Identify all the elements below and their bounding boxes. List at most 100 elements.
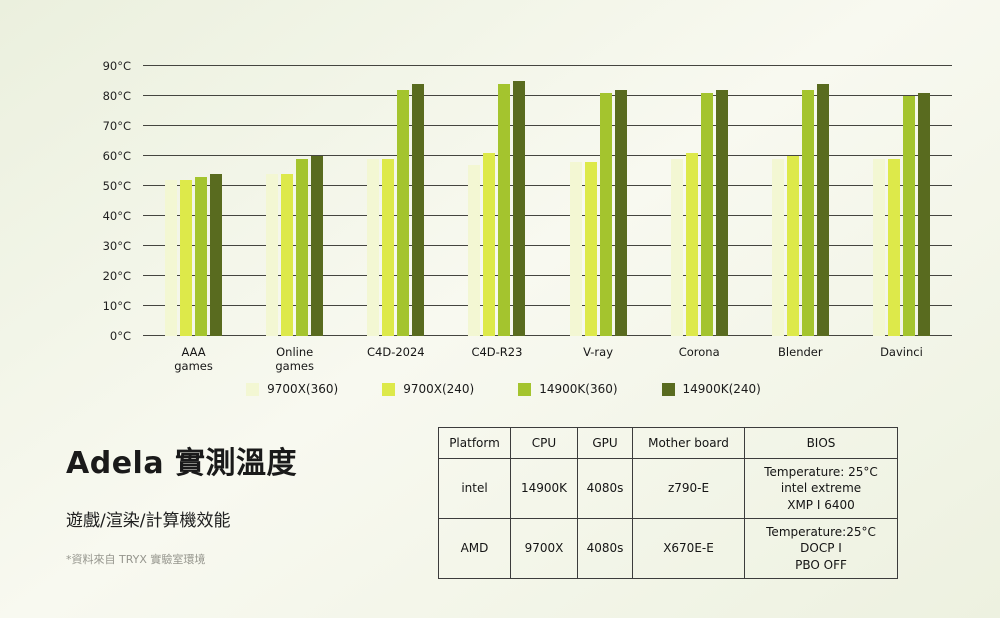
bar-group: Blender [750, 66, 851, 359]
temperature-chart: 0°C 10°C 20°C 30°C 40°C 50°C 60°C 70°C 80°C 90°C … [55, 59, 952, 396]
plot-area: AAA games Online games C4D-2024 C4D-R23 V-ra… [143, 65, 952, 373]
y-axis: 0°C 10°C 20°C 30°C 40°C 50°C 60°C 70°C 80°C 90°C [55, 59, 143, 343]
bar [180, 180, 193, 336]
legend-swatch [246, 382, 260, 396]
table-header-cell: GPU [577, 427, 633, 459]
bar [786, 156, 799, 336]
bar [468, 165, 481, 336]
spec-table-head: Platform CPU GPU Mother board BIOS [438, 427, 898, 459]
page-subtitle: 遊戲/渲染/計算機效能 [66, 511, 231, 531]
gridline [143, 65, 952, 66]
table-header-cell: Mother board [632, 427, 745, 459]
bar [670, 159, 683, 336]
gridline [143, 185, 952, 186]
y-tick-label: 10°C [102, 299, 131, 313]
y-tick-label: 30°C [102, 239, 131, 253]
table-cell: AMD [438, 518, 511, 579]
spec-table: Platform CPU GPU Mother board BIOS intel 1490… [438, 427, 898, 579]
legend-item: 9700X(360) [246, 382, 338, 396]
bar-cluster [266, 156, 324, 336]
bar-groups: AAA games Online games C4D-2024 C4D-R23 V-ra… [143, 66, 952, 373]
bar [165, 180, 178, 336]
table-cell: intel [438, 458, 511, 519]
bar [584, 162, 597, 336]
bar [210, 174, 223, 336]
bar [281, 174, 294, 336]
bar [887, 159, 900, 336]
gridline [143, 95, 952, 96]
bar [599, 93, 612, 336]
table-cell: X670E-E [632, 518, 745, 579]
bar-group: V-ray [548, 66, 649, 359]
table-cell: 9700X [510, 518, 578, 579]
table-row: intel 14900K 4080s z790-E Temperature: 25°C … [438, 458, 898, 519]
bar [715, 90, 728, 336]
bar-cluster [468, 81, 526, 336]
bar [700, 93, 713, 336]
y-tick-label: 20°C [102, 269, 131, 283]
x-category-label: AAA games [174, 345, 213, 374]
bar [296, 159, 309, 336]
bar [872, 159, 885, 336]
y-tick-label: 90°C [102, 59, 131, 73]
bar [513, 81, 526, 336]
bar [771, 159, 784, 336]
gridline [143, 335, 952, 336]
table-header-row: Platform CPU GPU Mother board BIOS [438, 427, 898, 459]
bar [801, 90, 814, 336]
bar [367, 159, 380, 336]
bar [816, 84, 829, 336]
x-category-label: Online games [275, 345, 314, 374]
table-cell: 4080s [577, 518, 633, 579]
bar-group: C4D-2024 [345, 66, 446, 359]
table-header-cell: Platform [438, 427, 511, 459]
legend-label: 14900K(240) [682, 382, 761, 396]
gridline [143, 155, 952, 156]
bar [483, 153, 496, 336]
bar-cluster [367, 84, 425, 336]
y-tick-label: 60°C [102, 149, 131, 163]
table-cell: 14900K [510, 458, 578, 519]
y-tick-label: 40°C [102, 209, 131, 223]
x-category-label: C4D-2024 [367, 345, 425, 359]
y-tick-label: 50°C [102, 179, 131, 193]
bar-group: C4D-R23 [446, 66, 547, 359]
table-header-cell: BIOS [744, 427, 898, 459]
legend-item: 9700X(240) [382, 382, 474, 396]
table-row: AMD 9700X 4080s X670E-E Temperature:25°C DOC… [438, 518, 898, 579]
legend-swatch [518, 382, 532, 396]
y-tick-label: 80°C [102, 89, 131, 103]
bar [614, 90, 627, 336]
legend-label: 9700X(360) [267, 382, 339, 396]
source-footnote: *資料來自 TRYX 實驗室環境 [66, 553, 206, 566]
x-category-label: Blender [778, 345, 823, 359]
bar-cluster [872, 93, 930, 336]
page-title: Adela 實測溫度 [66, 446, 298, 481]
bar-cluster [670, 90, 728, 336]
bar [266, 174, 279, 336]
bar [412, 84, 425, 336]
bar-group: Corona [649, 66, 750, 359]
table-cell: z790-E [632, 458, 745, 519]
legend-swatch [661, 382, 675, 396]
y-tick-label: 0°C [109, 329, 131, 343]
gridline [143, 275, 952, 276]
y-tick-label: 70°C [102, 119, 131, 133]
x-category-label: Davinci [880, 345, 923, 359]
bar [382, 159, 395, 336]
bar-group: AAA games [143, 66, 244, 373]
bar-cluster [771, 84, 829, 336]
bar-group: Online games [244, 66, 345, 373]
bar [195, 177, 208, 336]
bar-cluster [165, 174, 223, 336]
bar [498, 84, 511, 336]
gridline [143, 305, 952, 306]
table-cell: 4080s [577, 458, 633, 519]
chart-legend: 9700X(360) 9700X(240) 14900K(360) 14900K(24… [55, 382, 952, 396]
gridline [143, 125, 952, 126]
x-category-label: C4D-R23 [471, 345, 523, 359]
bar [311, 156, 324, 336]
legend-swatch [382, 382, 396, 396]
table-cell: Temperature:25°C DOCP I PBO OFF [744, 518, 898, 579]
